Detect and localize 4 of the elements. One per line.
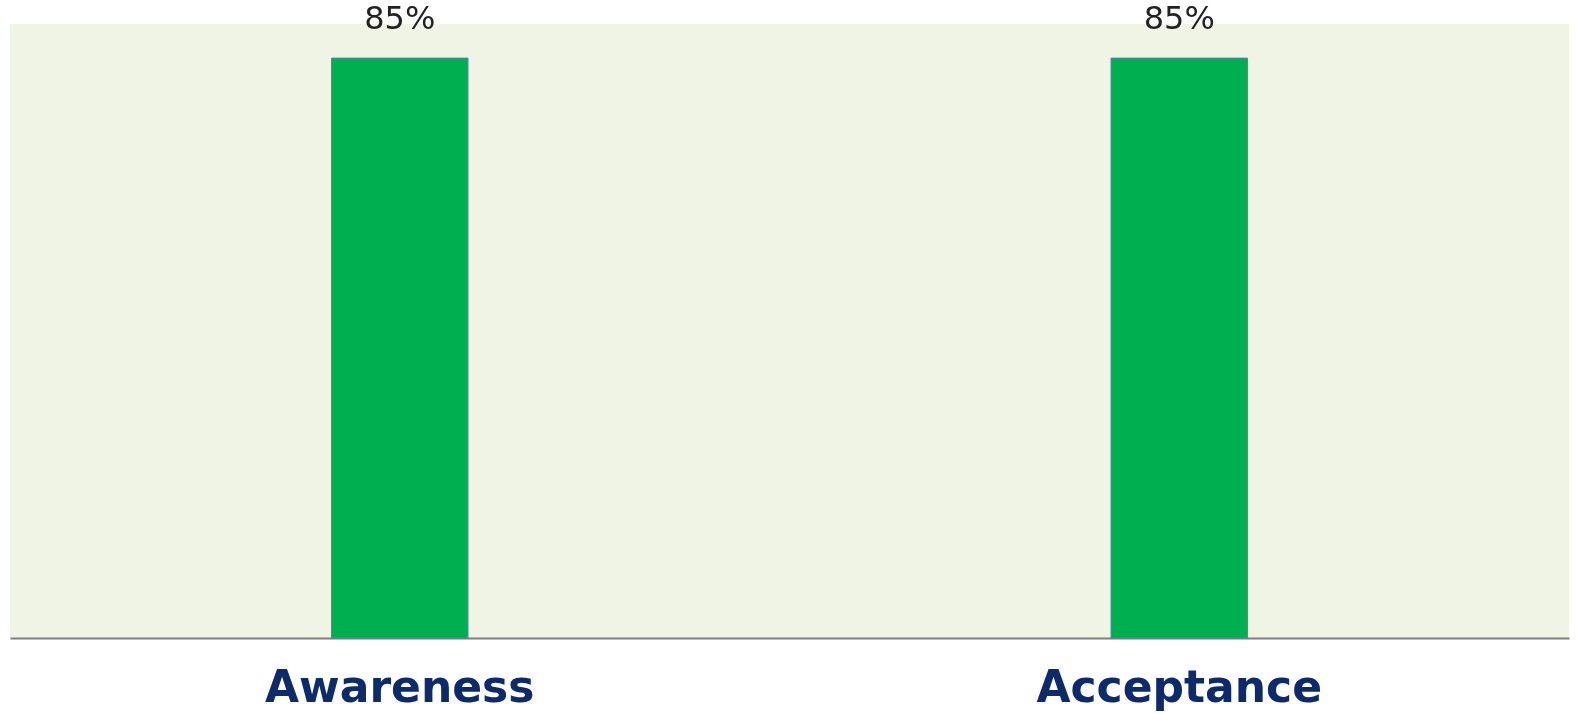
x-tick-label: Acceptance	[1036, 660, 1323, 712]
data-label: 85%	[364, 0, 436, 38]
data-label: 85%	[1143, 0, 1215, 38]
x-tick-label: Awareness	[265, 660, 535, 712]
